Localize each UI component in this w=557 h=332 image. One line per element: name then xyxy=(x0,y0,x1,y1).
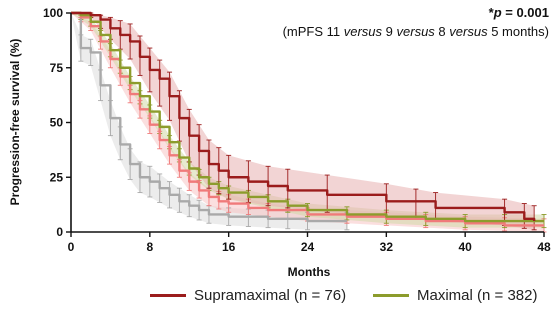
x-tick-label-32: 32 xyxy=(380,240,394,254)
mpfs-annotation: (mPFS 11 versus 9 versus 8 versus 5 mont… xyxy=(283,24,549,39)
km-chart: 0 8 16 24 32 40 48 0 25 50 75 100 Months Progressi… xyxy=(8,5,551,279)
y-tick-label-0: 0 xyxy=(56,225,63,239)
legend-item-supramaximal: Supramaximal (n = 76) xyxy=(150,287,346,304)
survival-curves xyxy=(71,11,544,227)
confidence-bands xyxy=(71,13,544,232)
versus-1: versus xyxy=(344,24,383,39)
x-tick-label-0: 0 xyxy=(68,240,75,254)
legend-swatch-maximal xyxy=(373,294,409,297)
mpfs-9: 9 xyxy=(382,24,396,39)
p-label: p xyxy=(493,5,502,20)
curve-supramaximal xyxy=(71,11,536,222)
legend-item-maximal: Maximal (n = 382) xyxy=(373,287,537,304)
x-tick-label-40: 40 xyxy=(458,240,472,254)
y-axis-title: Progression-free survival (%) xyxy=(8,39,22,206)
x-axis-title: Months xyxy=(288,265,331,279)
curve-biopsy xyxy=(71,11,347,223)
p-value-annotation: *p = 0.001 xyxy=(489,5,549,20)
x-axis-ticks: 0 8 16 24 32 40 48 xyxy=(68,232,551,254)
legend-swatch-supramaximal xyxy=(150,294,186,297)
versus-2: versus xyxy=(397,24,436,39)
legend: Supramaximal (n = 76) Maximal (n = 382) xyxy=(0,287,557,315)
legend-label-maximal: Maximal (n = 382) xyxy=(417,287,538,304)
curve-maximal xyxy=(71,11,544,223)
y-axis-ticks: 0 25 50 75 100 xyxy=(43,6,71,239)
versus-3: versus xyxy=(449,24,488,39)
y-tick-label-25: 25 xyxy=(50,170,64,184)
mpfs-5: 5 months) xyxy=(488,24,549,39)
x-tick-label-24: 24 xyxy=(301,240,315,254)
x-tick-label-8: 8 xyxy=(146,240,153,254)
y-tick-label-100: 100 xyxy=(43,6,63,20)
p-prefix: * xyxy=(489,5,495,20)
mpfs-8: 8 xyxy=(435,24,449,39)
p-value-text: = 0.001 xyxy=(502,5,549,20)
x-tick-label-48: 48 xyxy=(537,240,551,254)
legend-label-supramaximal: Supramaximal (n = 76) xyxy=(194,287,347,304)
x-tick-label-16: 16 xyxy=(222,240,236,254)
curve-submaximal xyxy=(71,11,544,227)
y-tick-label-75: 75 xyxy=(50,61,64,75)
errbar-supramaximal-8 xyxy=(157,59,163,107)
mpfs-open: (mPFS 11 xyxy=(283,24,344,39)
y-tick-label-50: 50 xyxy=(50,116,64,130)
axes: 0 8 16 24 32 40 48 0 25 50 75 100 xyxy=(43,6,551,254)
